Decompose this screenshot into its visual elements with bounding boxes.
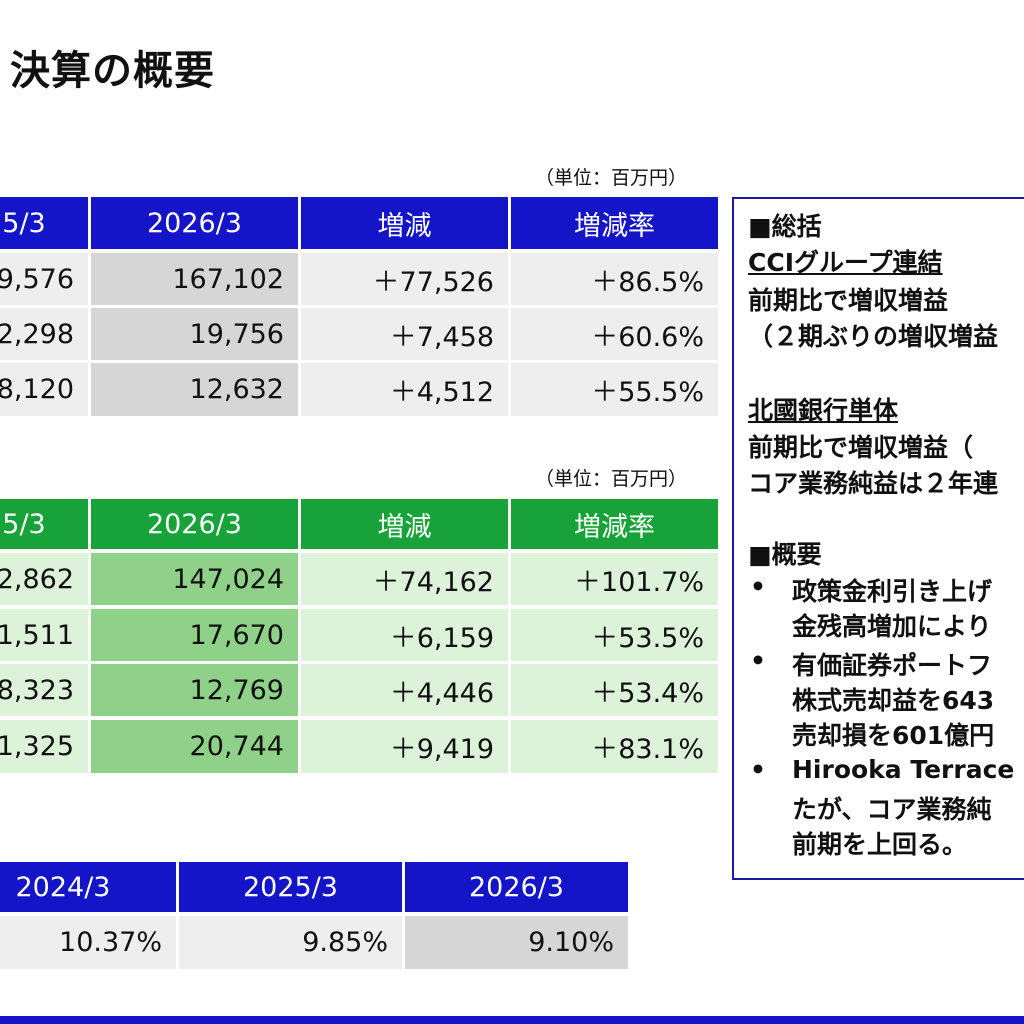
table1-r1-c3: ＋60.6% — [511, 308, 718, 360]
summary-heading: ■総括 — [748, 212, 822, 241]
group-line-1: 前期比で増収増益 — [748, 286, 949, 315]
table1-r2-c3: ＋55.5% — [511, 363, 718, 416]
table1-unit-label: （単位：百万円） — [535, 167, 688, 189]
table1-r1-c0: 2,298 — [0, 308, 88, 360]
bullet-2-line-3: 売却損を601億円 — [792, 721, 995, 750]
table1-r0-c1: 167,102 — [91, 253, 298, 305]
table3-value-col2: 9.10% — [405, 916, 628, 969]
bullet-marker: • — [750, 755, 766, 784]
table2-r1-c0: 1,511 — [0, 609, 88, 661]
overview-heading: ■概要 — [748, 540, 822, 569]
table2-r0-c1: 147,024 — [91, 553, 298, 605]
group-line-2: （２期ぶりの増収増益 — [748, 322, 999, 351]
table2-r0-c3: ＋101.7% — [511, 553, 718, 605]
table2-header-col3: 増減率 — [511, 499, 718, 549]
bank-line-1: 前期比で増収増益（ — [748, 433, 974, 462]
table2-header-col1: 2026/3 — [91, 499, 298, 549]
table3-header-col0: 2024/3 — [0, 862, 176, 912]
table2-r2-c1: 12,769 — [91, 664, 298, 716]
bank-title: 北國銀行単体 — [748, 396, 899, 425]
table2-r1-c3: ＋53.5% — [511, 609, 718, 661]
table2-r1-c2: ＋6,159 — [301, 609, 508, 661]
bullet-1-line-2: 金残高増加により — [792, 612, 992, 641]
table2-header-col2: 増減 — [301, 499, 508, 549]
bank-line-2: コア業務純益は２年連 — [748, 469, 999, 498]
table1-r0-c3: ＋86.5% — [511, 253, 718, 305]
table2-header-col0: 5/3 — [0, 499, 88, 549]
table2-r3-c1: 20,744 — [91, 720, 298, 773]
table3-header-col2: 2026/3 — [405, 862, 628, 912]
table2-r0-c2: ＋74,162 — [301, 553, 508, 605]
table2-r3-c3: ＋83.1% — [511, 720, 718, 773]
bullet-3-line-2: たが、コア業務純 — [792, 795, 992, 824]
table2-r2-c2: ＋4,446 — [301, 664, 508, 716]
group-title: CCIグループ連結 — [748, 248, 943, 277]
table1-header-col0: 5/3 — [0, 197, 88, 249]
table1-r1-c1: 19,756 — [91, 308, 298, 360]
bullet-3-line-1: Hirooka Terrace — [792, 755, 1015, 784]
bullet-2-line-2: 株式売却益を643 — [792, 686, 995, 715]
summary-panel: ■総括 CCIグループ連結 前期比で増収増益 （２期ぶりの増収増益 北國銀行単体… — [732, 197, 1024, 880]
table2-r3-c0: 1,325 — [0, 720, 88, 773]
table2-r2-c0: 8,323 — [0, 664, 88, 716]
table1-header-col1: 2026/3 — [91, 197, 298, 249]
table1-r2-c0: 8,120 — [0, 363, 88, 416]
table2-r3-c2: ＋9,419 — [301, 720, 508, 773]
table2-r0-c0: 2,862 — [0, 553, 88, 605]
table1-r0-c0: 9,576 — [0, 253, 88, 305]
table1-header-col3: 増減率 — [511, 197, 718, 249]
table1-r2-c1: 12,632 — [91, 363, 298, 416]
table3-header-col1: 2025/3 — [179, 862, 402, 912]
bullet-marker: • — [750, 572, 766, 601]
footer-accent-bar — [0, 1016, 1024, 1024]
page-title: 決算の概要 — [10, 48, 215, 94]
table1-r0-c2: ＋77,526 — [301, 253, 508, 305]
bullet-1-line-1: 政策金利引き上げ — [792, 577, 993, 606]
bullet-2-line-1: 有価証券ポートフ — [792, 651, 993, 680]
table1-header-col2: 増減 — [301, 197, 508, 249]
table2-r1-c1: 17,670 — [91, 609, 298, 661]
table2-r2-c3: ＋53.4% — [511, 664, 718, 716]
table1-r2-c2: ＋4,512 — [301, 363, 508, 416]
bullet-3-line-3: 前期を上回る。 — [792, 830, 968, 859]
table1-r1-c2: ＋7,458 — [301, 308, 508, 360]
bullet-marker: • — [750, 646, 766, 675]
table3-value-col0: 10.37% — [0, 916, 176, 969]
table2-unit-label: （単位：百万円） — [535, 468, 688, 490]
table3-value-col1: 9.85% — [179, 916, 402, 969]
